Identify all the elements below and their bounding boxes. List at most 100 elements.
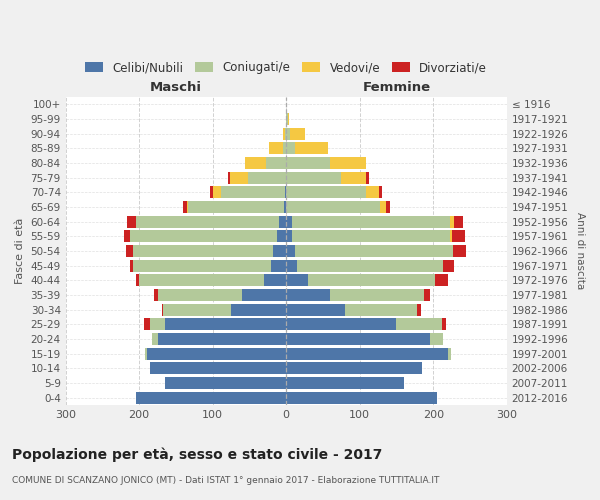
Bar	[453, 245, 466, 257]
Bar	[283, 128, 285, 140]
Bar	[286, 157, 331, 169]
Bar	[365, 172, 369, 183]
Bar	[386, 201, 390, 213]
Bar	[430, 333, 443, 345]
Text: Maschi: Maschi	[150, 81, 202, 94]
Bar	[264, 274, 286, 286]
Bar	[286, 142, 295, 154]
Bar	[165, 377, 286, 389]
Bar	[424, 289, 430, 301]
Bar	[150, 362, 286, 374]
Bar	[286, 128, 290, 140]
Bar	[124, 230, 130, 242]
Bar	[286, 304, 345, 316]
Bar	[286, 392, 437, 404]
Bar	[158, 333, 286, 345]
Bar	[286, 260, 297, 272]
Bar	[290, 128, 305, 140]
Bar	[133, 245, 273, 257]
Bar	[452, 230, 465, 242]
Bar	[245, 157, 266, 169]
Bar	[397, 318, 442, 330]
Bar	[133, 260, 271, 272]
Bar	[187, 201, 188, 213]
Bar	[163, 304, 231, 316]
Bar	[162, 304, 163, 316]
Bar	[448, 348, 451, 360]
Bar	[286, 186, 365, 198]
Bar	[127, 216, 136, 228]
Bar	[158, 289, 242, 301]
Bar	[286, 230, 292, 242]
Y-axis label: Fasce di età: Fasce di età	[15, 218, 25, 284]
Bar	[130, 260, 133, 272]
Bar	[285, 128, 286, 140]
Bar	[228, 172, 230, 183]
Y-axis label: Anni di nascita: Anni di nascita	[575, 212, 585, 290]
Bar	[273, 245, 286, 257]
Bar	[286, 348, 448, 360]
Bar	[266, 157, 286, 169]
Text: COMUNE DI SCANZANO JONICO (MT) - Dati ISTAT 1° gennaio 2017 - Elaborazione TUTTI: COMUNE DI SCANZANO JONICO (MT) - Dati IS…	[12, 476, 439, 485]
Bar	[450, 216, 454, 228]
Bar	[454, 216, 463, 228]
Bar	[341, 172, 365, 183]
Bar	[297, 260, 443, 272]
Bar	[284, 201, 286, 213]
Bar	[286, 245, 295, 257]
Bar	[380, 201, 386, 213]
Bar	[183, 201, 187, 213]
Bar	[230, 172, 248, 183]
Bar	[136, 216, 279, 228]
Bar	[379, 186, 382, 198]
Bar	[210, 186, 214, 198]
Bar	[126, 245, 133, 257]
Bar	[231, 304, 286, 316]
Bar	[331, 157, 365, 169]
Bar	[292, 230, 450, 242]
Bar	[295, 142, 328, 154]
Bar	[248, 172, 286, 183]
Bar	[286, 377, 404, 389]
Bar	[188, 201, 284, 213]
Bar	[295, 245, 453, 257]
Bar	[136, 392, 286, 404]
Bar	[221, 186, 286, 198]
Bar	[450, 230, 452, 242]
Bar	[286, 318, 397, 330]
Bar	[286, 289, 331, 301]
Bar	[139, 274, 264, 286]
Bar	[269, 142, 283, 154]
Bar	[145, 318, 150, 330]
Text: Popolazione per età, sesso e stato civile - 2017: Popolazione per età, sesso e stato civil…	[12, 448, 382, 462]
Bar	[154, 289, 158, 301]
Bar	[130, 230, 277, 242]
Bar	[331, 289, 424, 301]
Bar	[286, 113, 287, 125]
Bar	[145, 348, 146, 360]
Bar	[442, 318, 446, 330]
Bar	[150, 318, 165, 330]
Bar	[242, 289, 286, 301]
Bar	[286, 274, 308, 286]
Text: Femmine: Femmine	[362, 81, 431, 94]
Bar	[152, 333, 158, 345]
Bar	[286, 333, 430, 345]
Bar	[286, 172, 341, 183]
Bar	[214, 186, 221, 198]
Bar	[345, 304, 417, 316]
Bar	[434, 274, 448, 286]
Bar	[365, 186, 379, 198]
Bar	[287, 113, 289, 125]
Bar	[146, 348, 286, 360]
Bar	[279, 216, 286, 228]
Bar	[271, 260, 286, 272]
Bar	[165, 318, 286, 330]
Bar	[292, 216, 450, 228]
Bar	[277, 230, 286, 242]
Bar	[283, 142, 286, 154]
Legend: Celibi/Nubili, Coniugati/e, Vedovi/e, Divorziati/e: Celibi/Nubili, Coniugati/e, Vedovi/e, Di…	[81, 56, 491, 79]
Bar	[443, 260, 454, 272]
Bar	[308, 274, 434, 286]
Bar	[286, 216, 292, 228]
